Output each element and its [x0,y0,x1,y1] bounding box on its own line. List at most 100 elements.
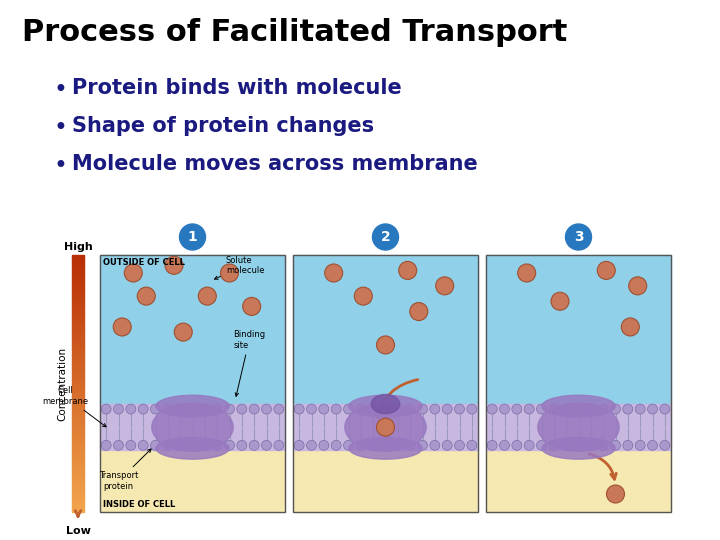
Bar [72,275,84,276]
Circle shape [343,440,354,450]
Circle shape [225,404,235,414]
Circle shape [405,440,415,450]
Text: Cell
membrane: Cell membrane [42,386,106,427]
Ellipse shape [156,395,229,417]
Bar [72,313,84,314]
Ellipse shape [542,437,615,459]
Bar [72,492,84,493]
Circle shape [126,440,136,450]
Bar [72,489,84,490]
Circle shape [524,404,534,414]
Bar [72,434,84,435]
Circle shape [319,404,329,414]
Bar [72,354,84,355]
Bar [72,285,84,286]
Bar [72,358,84,359]
Bar [72,459,84,460]
Bar [72,367,84,368]
Circle shape [574,440,583,450]
Text: Binding
site: Binding site [233,330,266,396]
Bar [72,312,84,313]
Bar [72,316,84,317]
Circle shape [102,404,111,414]
Circle shape [623,440,633,450]
Bar [72,411,84,412]
Bar [72,288,84,289]
Text: High: High [63,242,92,252]
Circle shape [294,440,304,450]
Bar [72,337,84,338]
Bar [72,445,84,446]
Circle shape [551,292,569,310]
Bar [72,365,84,366]
Bar [72,443,84,444]
Bar [72,498,84,499]
Bar [72,333,84,334]
Bar [72,284,84,285]
Circle shape [611,440,621,450]
Bar [72,449,84,450]
Circle shape [574,404,583,414]
Bar [72,351,84,352]
Circle shape [442,440,452,450]
Bar [72,347,84,348]
Bar [72,410,84,411]
Bar [100,404,285,450]
Bar [72,451,84,452]
Bar [72,265,84,266]
Bar [100,450,285,512]
Bar [72,430,84,431]
Bar [72,487,84,488]
Bar [72,494,84,495]
Bar [72,480,84,481]
Circle shape [436,277,454,295]
Bar [72,381,84,382]
Circle shape [343,404,354,414]
Bar [72,502,84,503]
Text: OUTSIDE OF CELL: OUTSIDE OF CELL [103,258,185,267]
Bar [72,357,84,358]
Bar [72,283,84,284]
Circle shape [500,404,510,414]
Text: 3: 3 [574,230,583,244]
Bar [72,461,84,462]
Bar [72,470,84,471]
Bar [72,406,84,407]
Bar [72,359,84,360]
Circle shape [377,418,395,436]
Bar [72,466,84,467]
Bar [72,307,84,308]
Bar [72,458,84,459]
Bar [72,305,84,306]
Circle shape [174,323,192,341]
Circle shape [368,440,378,450]
Bar [72,324,84,325]
Ellipse shape [372,394,400,414]
Bar [72,297,84,298]
Bar [72,415,84,416]
Bar [72,289,84,290]
Bar [72,308,84,309]
Circle shape [598,440,608,450]
Bar [72,304,84,305]
Bar [72,356,84,357]
Bar [72,442,84,443]
Circle shape [454,440,464,450]
Bar [72,345,84,346]
Bar [72,450,84,451]
Ellipse shape [349,395,422,417]
Bar [72,380,84,381]
Bar [72,323,84,324]
Bar [72,495,84,496]
Circle shape [225,440,235,450]
Bar [72,431,84,432]
Circle shape [163,440,173,450]
Bar [72,427,84,428]
Circle shape [635,404,645,414]
Bar [72,369,84,370]
Bar [72,318,84,319]
Bar [72,395,84,396]
Circle shape [138,404,148,414]
Circle shape [399,261,417,279]
Circle shape [430,404,440,414]
